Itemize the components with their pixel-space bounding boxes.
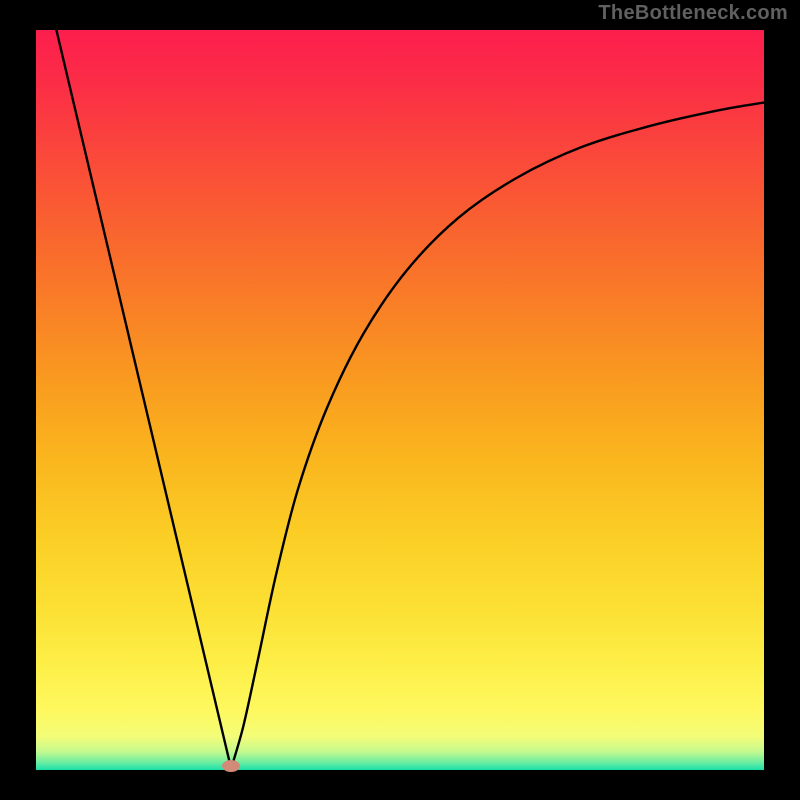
chart-frame: TheBottleneck.com xyxy=(0,0,800,800)
curve-left-segment xyxy=(56,30,231,769)
watermark-text: TheBottleneck.com xyxy=(598,2,788,25)
plot-area xyxy=(36,30,764,770)
curve-right-segment xyxy=(231,103,764,769)
minimum-marker xyxy=(222,760,240,772)
bottleneck-curve xyxy=(36,30,764,770)
